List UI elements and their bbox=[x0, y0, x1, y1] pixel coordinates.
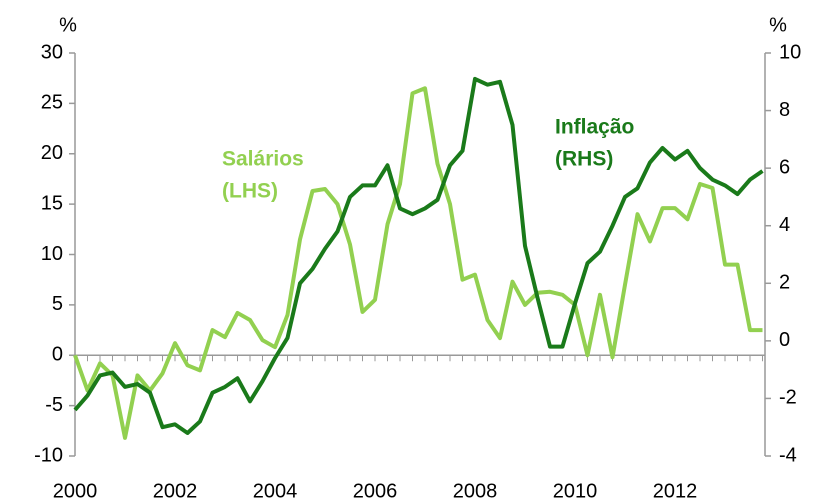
x-tick-label: 2012 bbox=[653, 480, 698, 502]
y-tick-label: 10 bbox=[41, 243, 63, 265]
series-axis-note: (LHS) bbox=[222, 180, 278, 203]
x-tick-label: 2000 bbox=[53, 480, 98, 502]
x-tick-label: 2008 bbox=[453, 480, 498, 502]
y2-tick-label: 2 bbox=[779, 272, 790, 294]
y2-tick-label: 10 bbox=[779, 41, 801, 63]
x-tick-label: 2006 bbox=[353, 480, 398, 502]
y2-unit: % bbox=[769, 14, 787, 36]
y-tick-label: -10 bbox=[34, 444, 63, 466]
y-tick-label: 30 bbox=[41, 41, 63, 63]
x-tick-label: 2004 bbox=[253, 480, 298, 502]
y2-tick-label: 0 bbox=[779, 329, 790, 351]
y-tick-label: 5 bbox=[52, 293, 63, 315]
y2-tick-label: 4 bbox=[779, 214, 790, 236]
y-tick-label: 20 bbox=[41, 142, 63, 164]
y2-tick-label: -2 bbox=[779, 387, 797, 409]
series-label: Inflação bbox=[555, 116, 634, 139]
y-unit: % bbox=[59, 14, 77, 36]
series-axis-note: (RHS) bbox=[555, 148, 613, 171]
x-tick-label: 2010 bbox=[553, 480, 598, 502]
y-tick-label: 15 bbox=[41, 192, 63, 214]
series-label: Salários bbox=[222, 148, 304, 171]
y-tick-label: -5 bbox=[45, 394, 63, 416]
y-tick-label: 0 bbox=[52, 344, 63, 366]
y-tick-label: 25 bbox=[41, 92, 63, 114]
series-line bbox=[73, 86, 763, 440]
y2-tick-label: -4 bbox=[779, 444, 797, 466]
y2-tick-label: 8 bbox=[779, 99, 790, 121]
x-tick-label: 2002 bbox=[153, 480, 198, 502]
series-line bbox=[73, 76, 764, 435]
y2-tick-label: 6 bbox=[779, 156, 790, 178]
